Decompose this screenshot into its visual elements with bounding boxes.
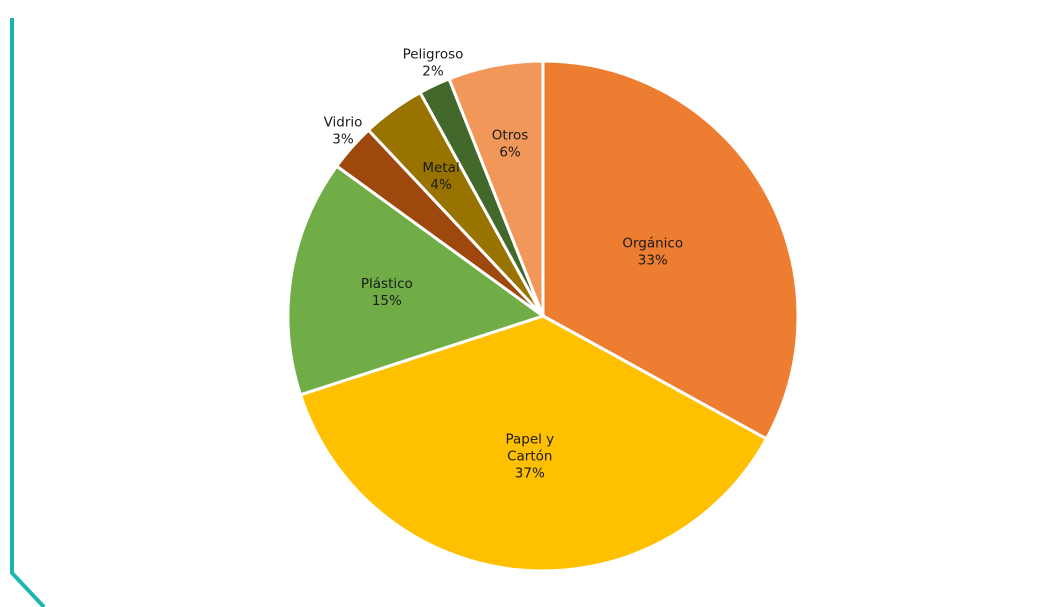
pie-labels: Orgánico 33% Papel y Cartón 37% Plástico 15% Vi… — [324, 47, 684, 482]
pie-slice-papel-y-cartón — [298, 314, 768, 573]
pie-label-percent: 2% — [422, 64, 444, 80]
pie-label-name: Metal — [422, 160, 459, 176]
pie-label-name: Cartón — [507, 449, 552, 465]
pie-label-percent: 3% — [332, 132, 354, 148]
pie-label-percent: 6% — [499, 145, 521, 161]
pie-slices — [286, 59, 800, 573]
pie-label-name: Otros — [492, 128, 528, 144]
pie-slice-orgánico — [541, 59, 800, 441]
pie-label-papel-y-cartón: Papel y Cartón 37% — [505, 432, 554, 482]
pie-label-name: Papel y — [505, 432, 554, 448]
pie-label-name: Plástico — [361, 276, 413, 292]
pie-label-percent: 15% — [372, 293, 402, 309]
pie-label-name: Orgánico — [622, 236, 683, 252]
pie-label-name: Peligroso — [403, 47, 464, 63]
pie-label-plástico: Plástico 15% — [361, 276, 413, 309]
pie-label-name: Vidrio — [324, 115, 363, 131]
pie-label-orgánico: Orgánico 33% — [622, 236, 683, 269]
pie-label-vidrio: Vidrio 3% — [324, 115, 363, 148]
pie-label-percent: 4% — [430, 177, 452, 193]
pie-label-peligroso: Peligroso 2% — [403, 47, 464, 80]
pie-label-metal: Metal 4% — [422, 160, 459, 193]
pie-label-percent: 33% — [638, 253, 668, 269]
pie-slice-otros — [447, 59, 545, 318]
pie-label-otros: Otros 6% — [492, 128, 528, 161]
pie-slice-plástico — [286, 164, 545, 397]
pie-label-percent: 37% — [515, 466, 545, 482]
